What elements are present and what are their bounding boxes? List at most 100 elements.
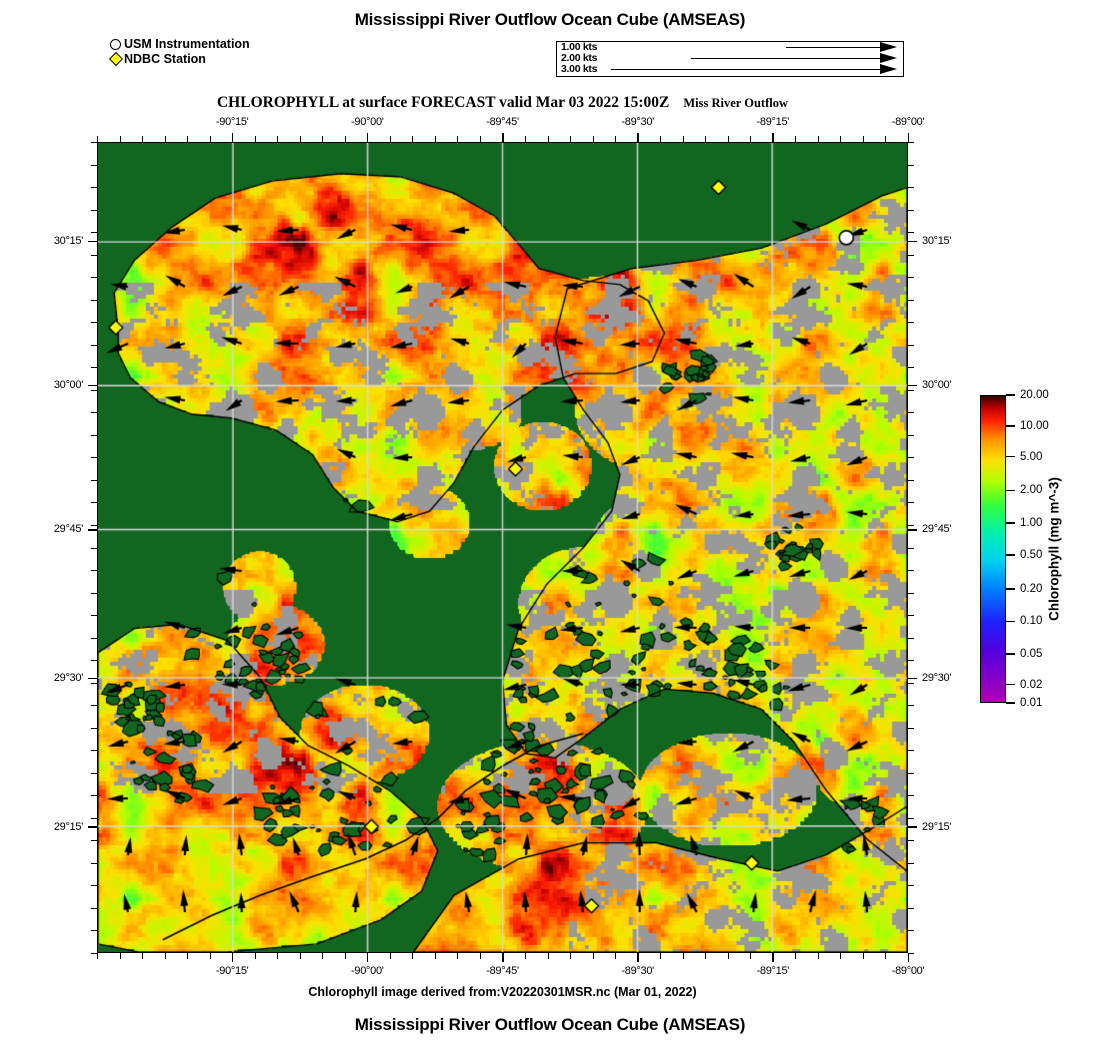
vector-scale-row-1: 1.00 kts xyxy=(557,41,903,53)
lon-label-top: -90°15' xyxy=(215,116,249,128)
tick-minor-right xyxy=(908,795,914,797)
field-title: CHLOROPHYLL at surface FORECAST valid Ma… xyxy=(0,94,1005,112)
tick-major-lat xyxy=(88,528,97,531)
tick-minor-right xyxy=(908,930,914,932)
tick-minor-top xyxy=(908,136,909,142)
tick-minor-right xyxy=(908,727,914,729)
colorbar-tick xyxy=(1006,522,1015,524)
tick-minor-right xyxy=(908,322,914,324)
tick-minor-bottom xyxy=(547,953,549,959)
tick-minor-right xyxy=(908,299,914,301)
tick-minor-right xyxy=(908,187,914,189)
tick-minor-bottom xyxy=(142,953,144,959)
tick-major-lon xyxy=(231,133,234,142)
page-title: Mississippi River Outflow Ocean Cube (AM… xyxy=(354,10,746,29)
tick-minor-right xyxy=(908,502,914,504)
vector-scale-row-2: 2.00 kts xyxy=(557,52,903,64)
source-note: Chlorophyll image derived from:V20220301… xyxy=(308,985,697,999)
vector-scale-row-3: 3.00 kts xyxy=(557,63,903,75)
tick-major-lat xyxy=(88,677,97,680)
tick-minor-bottom xyxy=(570,953,572,959)
tick-major-lon xyxy=(772,133,774,142)
station-legend: USM Instrumentation NDBC Station xyxy=(108,37,250,67)
tick-minor-right xyxy=(908,817,914,819)
colorbar-tick xyxy=(1006,702,1015,704)
chlorophyll-heatmap-canvas[interactable] xyxy=(98,143,907,952)
tick-minor-right xyxy=(908,457,914,459)
lon-label-bottom: -89°00' xyxy=(891,965,925,977)
lat-label-left: 29°15' xyxy=(53,820,83,833)
tick-minor-right xyxy=(908,862,914,864)
tick-minor-right xyxy=(908,885,914,887)
tick-minor-bottom xyxy=(525,953,527,959)
field-title-text: CHLOROPHYLL at surface FORECAST valid Ma… xyxy=(216,94,670,111)
tick-minor-bottom xyxy=(750,953,752,959)
map-plot-area[interactable] xyxy=(97,142,908,953)
tick-minor-bottom xyxy=(479,953,481,959)
tick-minor-bottom xyxy=(119,953,121,959)
colorbar-tick xyxy=(1006,652,1015,655)
colorbar-tick-label: 0.02 xyxy=(1020,678,1043,691)
legend-item-usm: USM Instrumentation xyxy=(110,37,250,51)
lon-label-bottom: -90°15' xyxy=(215,965,249,977)
tick-minor-right xyxy=(908,705,914,707)
tick-minor-right xyxy=(908,750,914,752)
vector-scale-label-2: 2.00 kts xyxy=(561,52,598,64)
tick-major-lat xyxy=(908,240,917,243)
tick-minor-right xyxy=(908,344,914,346)
tick-minor-right xyxy=(908,570,914,572)
tick-major-lon xyxy=(502,953,504,962)
tick-minor-bottom xyxy=(840,953,842,959)
lon-label-bottom: -89°45' xyxy=(486,965,519,977)
tick-minor-right xyxy=(908,389,914,391)
tick-minor-bottom xyxy=(367,953,369,959)
lon-label-top: -89°15' xyxy=(756,116,790,128)
lon-label-top: -89°00' xyxy=(891,116,925,128)
lat-label-left: 30°00' xyxy=(53,379,83,392)
tick-minor-bottom xyxy=(254,953,256,959)
lat-label-left: 29°45' xyxy=(53,523,83,536)
tick-major-lon xyxy=(907,133,910,142)
vector-scale-label-1: 1.00 kts xyxy=(561,41,598,53)
colorbar-tick-label: 0.01 xyxy=(1020,697,1043,709)
lat-label-right: 30°15' xyxy=(922,235,952,248)
vector-arrowhead-2 xyxy=(880,53,897,63)
vector-scale-label-3: 3.00 kts xyxy=(561,63,598,75)
vector-shaft-3 xyxy=(611,69,881,71)
lat-label-left: 30°15' xyxy=(53,235,83,248)
lon-label-top: -90°00' xyxy=(351,116,384,128)
tick-major-lon xyxy=(907,953,910,962)
lat-label-left: 29°30' xyxy=(53,672,83,685)
colorbar-tick-label: 0.50 xyxy=(1020,549,1043,562)
lat-label-right: 29°45' xyxy=(922,523,952,536)
tick-major-lon xyxy=(502,133,504,142)
vector-arrowhead-1 xyxy=(880,42,897,52)
tick-major-lon xyxy=(231,953,234,962)
colorbar-gradient xyxy=(980,395,1006,703)
tick-minor-bottom xyxy=(277,953,279,959)
colorbar-tick xyxy=(1006,683,1015,686)
colorbar-tick-label: 10.00 xyxy=(1020,419,1049,432)
tick-major-lat xyxy=(908,384,917,387)
tick-minor-right xyxy=(908,840,914,842)
tick-minor-bottom xyxy=(322,953,324,959)
tick-minor-bottom xyxy=(344,953,346,959)
tick-minor-right xyxy=(908,615,914,617)
colorbar-tick-label: 1.00 xyxy=(1020,516,1043,529)
tick-minor-bottom xyxy=(615,953,617,959)
lon-label-bottom: -89°30' xyxy=(621,965,654,977)
tick-minor-right xyxy=(908,479,914,481)
colorbar-tick-label: 20.00 xyxy=(1020,389,1049,401)
footer-title: Mississippi River Outflow Ocean Cube (AM… xyxy=(354,1015,746,1034)
tick-major-lon xyxy=(366,953,369,962)
tick-minor-bottom xyxy=(885,953,887,959)
tick-minor-right xyxy=(908,907,914,909)
vector-shaft-2 xyxy=(691,58,881,60)
tick-major-lon xyxy=(772,953,774,962)
lon-label-bottom: -90°00' xyxy=(351,965,384,977)
tick-minor-bottom xyxy=(817,953,819,959)
tick-minor-left xyxy=(91,953,97,954)
lat-label-right: 29°30' xyxy=(922,672,952,685)
tick-minor-right xyxy=(908,209,914,211)
lat-label-right: 29°15' xyxy=(922,820,952,833)
